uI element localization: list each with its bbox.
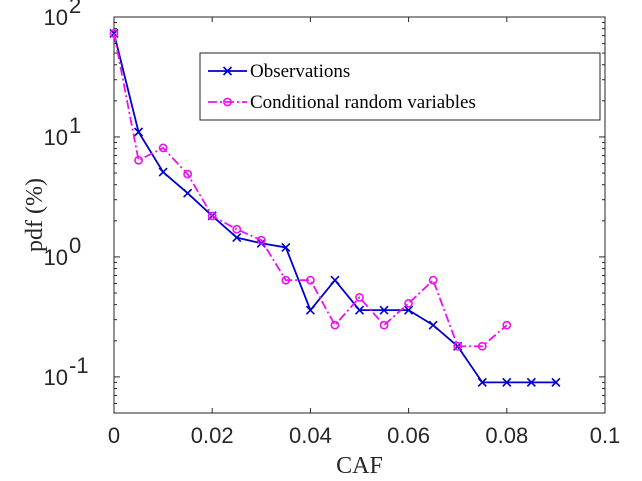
- x-tick-label: 0.08: [485, 423, 528, 448]
- data-point: [404, 305, 414, 315]
- data-point: [183, 188, 193, 198]
- data-point: [207, 211, 217, 221]
- data-point: [428, 275, 438, 285]
- data-point: [134, 155, 143, 165]
- data-point: [232, 224, 242, 234]
- data-point: [133, 127, 144, 137]
- data-point: [158, 143, 168, 153]
- y-tick-label: 10 -1: [44, 353, 89, 390]
- data-point: [502, 320, 512, 330]
- y-tick-exponent: 0: [69, 233, 81, 258]
- y-tick-label: 10 1: [44, 113, 82, 150]
- legend-label: Observations: [250, 61, 350, 82]
- x-tick-label: 0.1: [590, 423, 621, 448]
- legend-box: [199, 52, 601, 121]
- data-point: [330, 275, 340, 285]
- y-tick-base: 10: [44, 245, 68, 270]
- data-point: [379, 305, 389, 315]
- data-point: [281, 242, 291, 252]
- data-point: [502, 377, 512, 387]
- series-1: [109, 28, 561, 387]
- series-line: [113, 33, 508, 348]
- legend-label: Conditional random variables: [250, 92, 476, 113]
- x-axis-label: CAF: [336, 453, 383, 479]
- data-point: [379, 320, 389, 330]
- data-point: [526, 377, 536, 387]
- x-tick-label: 0.06: [387, 423, 430, 448]
- data-point: [355, 292, 364, 302]
- legend: Observations Conditional random variables: [199, 52, 601, 121]
- data-point: [158, 167, 168, 177]
- x-tick-label: 0.04: [289, 423, 332, 448]
- data-point: [305, 275, 315, 285]
- data-point: [404, 298, 413, 308]
- x-tick-label: 0.02: [191, 423, 234, 448]
- data-point: [281, 275, 291, 285]
- y-axis-label: pdf (%): [22, 178, 48, 252]
- data-point: [551, 377, 561, 387]
- data-point: [477, 377, 487, 387]
- legend-marker: [223, 97, 232, 107]
- data-point: [453, 341, 463, 351]
- y-tick-label: 10 0: [44, 233, 82, 270]
- y-tick-base: 10: [44, 125, 68, 150]
- series-2: [109, 28, 512, 351]
- y-tick-exponent: 2: [69, 0, 81, 18]
- series-layer: [109, 28, 561, 387]
- legend-marker: [222, 66, 233, 76]
- data-point: [305, 305, 315, 315]
- data-point: [428, 320, 438, 330]
- data-point: [183, 169, 193, 179]
- data-point: [477, 341, 487, 351]
- y-tick-base: 10: [44, 365, 68, 390]
- data-point: [330, 320, 340, 330]
- y-tick-exponent: -1: [69, 353, 89, 378]
- x-tick-labels: 0 0.02 0.04 0.06 0.08 0.1: [108, 423, 620, 448]
- y-tick-exponent: 1: [69, 113, 81, 138]
- y-tick-base: 10: [44, 5, 68, 30]
- data-point: [354, 305, 365, 315]
- y-tick-label: 10 2: [44, 0, 82, 30]
- data-point: [256, 235, 266, 245]
- data-point: [232, 233, 242, 243]
- data-point: [109, 28, 119, 38]
- x-tick-label: 0: [108, 423, 120, 448]
